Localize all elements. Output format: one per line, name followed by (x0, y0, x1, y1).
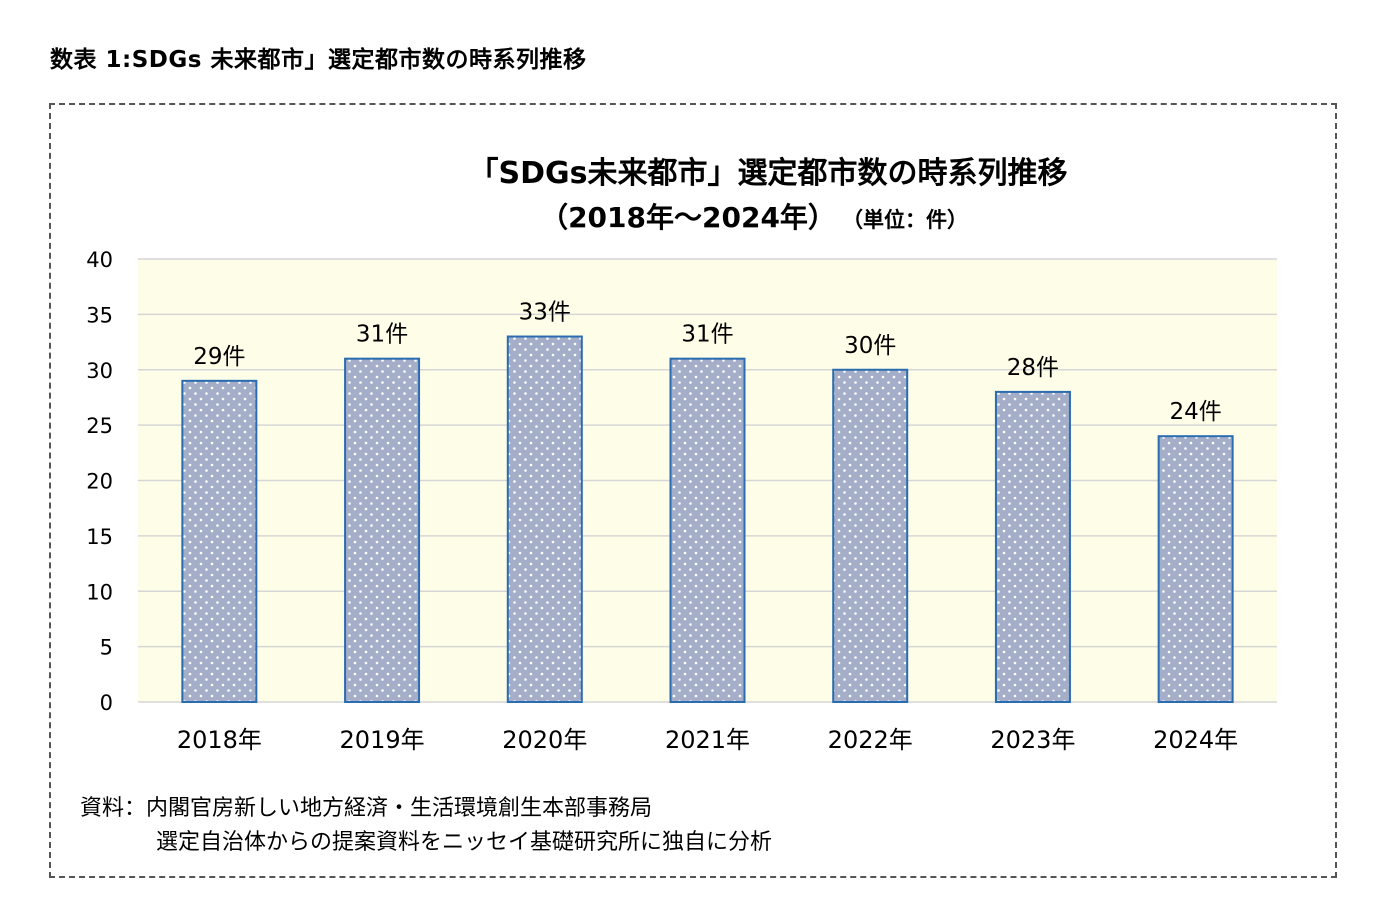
bar-2019年 (344, 357, 421, 703)
bar-2022年 (832, 368, 909, 703)
data-label: 31件 (356, 322, 408, 348)
y-tick-label: 35 (86, 303, 113, 327)
x-tick-label: 2023年 (990, 726, 1075, 754)
chart-frame (49, 103, 1337, 878)
chart-unit-note: （単位：件） (842, 208, 968, 232)
source-line-2: 選定自治体からの提案資料をニッセイ基礎研究所に独自に分析 (156, 830, 773, 855)
data-label: 30件 (844, 333, 896, 359)
figure-heading: 数表 1:SDGs 未来都市」選定都市数の時系列推移 (50, 47, 587, 73)
x-tick-label: 2018年 (177, 726, 262, 754)
x-tick-label: 2021年 (665, 726, 750, 754)
y-tick-label: 25 (86, 414, 113, 438)
x-tick-label: 2020年 (502, 726, 587, 754)
data-label: 24件 (1170, 399, 1222, 425)
x-tick-label: 2022年 (828, 726, 913, 754)
bar-2024年 (1157, 435, 1234, 703)
bar-2020年 (506, 335, 583, 703)
x-tick-label: 2019年 (340, 726, 425, 754)
data-label: 29件 (193, 344, 245, 370)
x-tick-label: 2024年 (1153, 726, 1238, 754)
y-tick-label: 15 (86, 525, 113, 549)
y-tick-label: 20 (86, 470, 113, 494)
source-note: 資料：内閣官房新しい地方経済・生活環境創生本部事務局 選定自治体からの提案資料を… (80, 792, 772, 860)
chart-subtitle: （2018年～2024年） (540, 201, 836, 234)
chart-title: 「SDGs未来都市」選定都市数の時系列推移 (469, 156, 1068, 191)
y-tick-label: 0 (100, 691, 113, 715)
bar-2018年 (181, 379, 258, 703)
source-line-1: 資料：内閣官房新しい地方経済・生活環境創生本部事務局 (80, 796, 653, 821)
data-label: 33件 (519, 300, 571, 326)
y-tick-label: 40 (86, 248, 113, 272)
bar-2021年 (669, 357, 746, 703)
y-tick-label: 5 (100, 636, 113, 660)
y-tick-label: 30 (86, 359, 113, 383)
data-label: 28件 (1007, 355, 1059, 381)
data-label: 31件 (681, 322, 733, 348)
bar-2023年 (994, 390, 1071, 703)
y-tick-label: 10 (86, 580, 113, 604)
